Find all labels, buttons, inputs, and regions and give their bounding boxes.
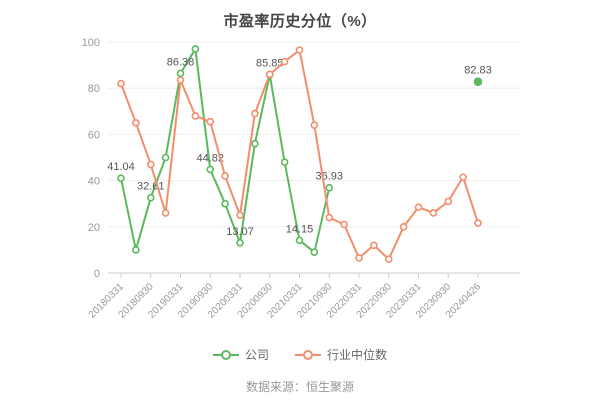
data-point-marker bbox=[384, 255, 393, 263]
y-axis-tick-label: 80 bbox=[88, 83, 100, 95]
data-point-marker bbox=[146, 160, 155, 169]
data-point-label: 41.04 bbox=[107, 161, 135, 173]
data-point-marker bbox=[132, 246, 140, 254]
y-axis-tick-label: 0 bbox=[94, 268, 100, 280]
data-point-marker bbox=[221, 199, 229, 208]
data-source-label: 数据来源：恒生聚源 bbox=[245, 380, 354, 394]
data-point-marker bbox=[429, 209, 438, 217]
data-point-marker bbox=[325, 213, 334, 222]
legend-item-industry-median[interactable]: 行业中位数 bbox=[295, 346, 387, 363]
data-point-marker bbox=[325, 183, 334, 192]
data-point-marker bbox=[176, 69, 185, 78]
data-point-marker bbox=[251, 109, 259, 118]
data-point-marker bbox=[236, 239, 244, 247]
data-point-marker bbox=[161, 209, 170, 217]
data-point-label: 86.38 bbox=[167, 56, 195, 68]
data-point-marker bbox=[340, 220, 348, 229]
data-point-marker bbox=[295, 236, 304, 245]
data-point-label: 13.07 bbox=[226, 226, 254, 238]
data-point-marker bbox=[473, 77, 483, 86]
data-point-marker bbox=[444, 197, 453, 206]
data-point-marker bbox=[310, 121, 319, 129]
chart-title: 市盈率历史分位（%） bbox=[223, 13, 377, 30]
data-point-marker bbox=[132, 119, 140, 127]
legend-line-marker-icon bbox=[212, 349, 239, 360]
data-point-marker bbox=[310, 248, 319, 257]
data-point-label: 85.85 bbox=[256, 58, 284, 70]
data-point-marker bbox=[191, 45, 200, 53]
legend-label-industry-median: 行业中位数 bbox=[327, 348, 388, 362]
data-point-marker bbox=[399, 223, 408, 231]
data-point-marker bbox=[265, 70, 274, 79]
chart-legend: 公司 行业中位数 bbox=[0, 346, 600, 363]
y-axis-tick-label: 40 bbox=[88, 176, 100, 188]
line-chart-canvas: 0204060801002018033120180930201903312019… bbox=[82, 37, 520, 321]
data-point-marker bbox=[191, 112, 200, 120]
data-point-label: 82.83 bbox=[464, 65, 492, 77]
data-point-marker bbox=[280, 57, 289, 66]
data-point-label: 44.82 bbox=[196, 152, 224, 164]
legend-item-company[interactable]: 公司 bbox=[212, 346, 269, 363]
data-point-marker bbox=[117, 79, 125, 88]
y-axis-tick-label: 60 bbox=[88, 129, 100, 141]
data-point-marker bbox=[221, 172, 229, 180]
y-axis-tick-label: 100 bbox=[82, 37, 100, 49]
data-point-marker bbox=[370, 241, 378, 250]
data-point-marker bbox=[280, 158, 289, 166]
data-point-marker bbox=[176, 76, 185, 84]
data-point-marker bbox=[355, 254, 363, 262]
data-point-label: 32.61 bbox=[137, 181, 165, 193]
data-point-marker bbox=[459, 173, 467, 181]
series-line-company bbox=[120, 47, 331, 254]
data-point-label: 14.15 bbox=[286, 223, 314, 235]
data-point-marker bbox=[146, 193, 155, 202]
data-point-marker bbox=[206, 117, 215, 126]
y-axis-tick-label: 20 bbox=[88, 222, 100, 234]
data-point-marker bbox=[236, 211, 244, 220]
data-point-marker bbox=[474, 219, 482, 227]
data-point-label: 36.93 bbox=[315, 171, 343, 183]
data-point-marker bbox=[251, 139, 259, 148]
legend-line-marker-icon bbox=[295, 349, 321, 360]
data-point-marker bbox=[161, 153, 170, 162]
legend-label-company: 公司 bbox=[244, 348, 269, 362]
data-point-marker bbox=[117, 174, 125, 182]
data-point-marker bbox=[295, 46, 304, 54]
data-point-marker bbox=[414, 203, 423, 211]
data-point-marker bbox=[206, 165, 215, 174]
